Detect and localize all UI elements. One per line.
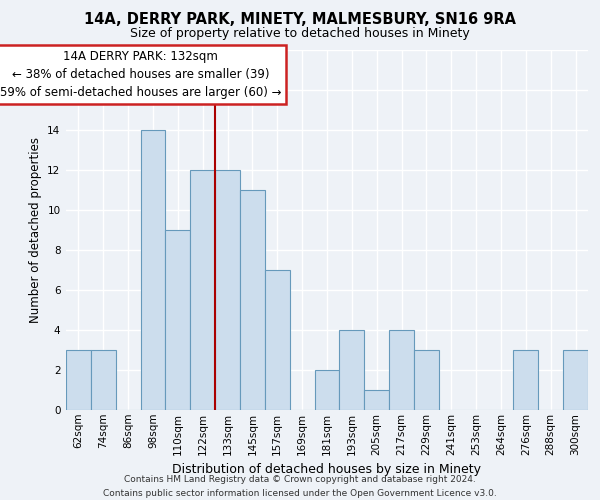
Bar <box>215 170 240 410</box>
Bar <box>66 350 91 410</box>
Bar <box>414 350 439 410</box>
Y-axis label: Number of detached properties: Number of detached properties <box>29 137 41 323</box>
Text: 14A, DERRY PARK, MINETY, MALMESBURY, SN16 9RA: 14A, DERRY PARK, MINETY, MALMESBURY, SN1… <box>84 12 516 28</box>
Bar <box>563 350 588 410</box>
Text: Contains HM Land Registry data © Crown copyright and database right 2024.
Contai: Contains HM Land Registry data © Crown c… <box>103 476 497 498</box>
Text: Size of property relative to detached houses in Minety: Size of property relative to detached ho… <box>130 28 470 40</box>
X-axis label: Distribution of detached houses by size in Minety: Distribution of detached houses by size … <box>173 463 482 476</box>
Bar <box>340 330 364 410</box>
Bar <box>240 190 265 410</box>
Text: 14A DERRY PARK: 132sqm
← 38% of detached houses are smaller (39)
59% of semi-det: 14A DERRY PARK: 132sqm ← 38% of detached… <box>0 50 281 99</box>
Bar <box>91 350 116 410</box>
Bar <box>190 170 215 410</box>
Bar <box>314 370 340 410</box>
Bar <box>265 270 290 410</box>
Bar <box>166 230 190 410</box>
Bar <box>514 350 538 410</box>
Bar <box>140 130 166 410</box>
Bar <box>389 330 414 410</box>
Bar <box>364 390 389 410</box>
